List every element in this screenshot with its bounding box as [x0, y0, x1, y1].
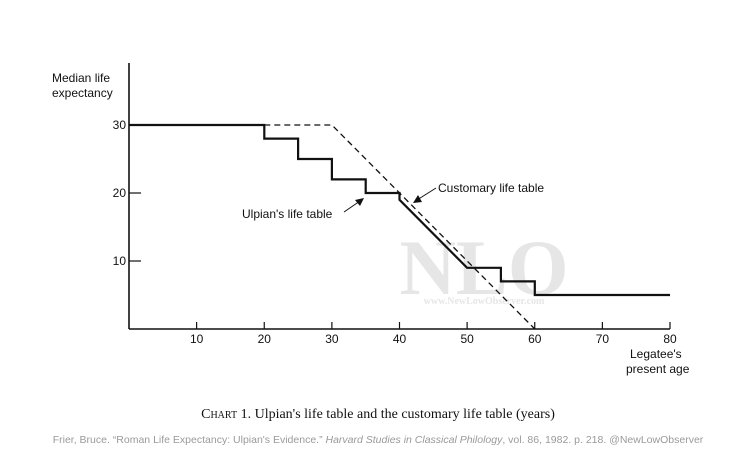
y-axis-title-line2: expectancy	[52, 86, 113, 100]
annotation-customary-arrow-shaft	[416, 187, 437, 201]
annotation-customary-label: Customary life table	[438, 181, 544, 195]
y-tick-label: 30	[113, 118, 127, 132]
citation-after: , vol. 86, 1982. p. 218. @NewLowObserver	[502, 434, 704, 446]
annotation-customary: Customary life table	[413, 181, 544, 203]
caption-text: Ulpian's life table and the customary li…	[254, 407, 555, 422]
x-tick-label: 30	[325, 332, 339, 346]
series-layer	[129, 123, 670, 330]
x-axis-ticks: 10 20 30 40 50 60 70 80	[190, 322, 677, 346]
caption-prefix: Chart	[201, 407, 238, 422]
source-citation: Frier, Bruce. “Roman Life Expectancy: Ul…	[0, 434, 756, 446]
x-tick-label: 40	[393, 332, 407, 346]
x-tick-label: 80	[663, 332, 677, 346]
caption-number: 1.	[240, 407, 252, 422]
watermark-url: www.NewLowObserver.com	[424, 296, 545, 307]
figure-caption: Chart 1. Ulpian's life table and the cus…	[0, 407, 756, 423]
annotation-ulpian-arrow-shaft	[343, 200, 361, 213]
citation-before: Frier, Bruce. “Roman Life Expectancy: Ul…	[52, 434, 326, 446]
x-tick-label: 10	[190, 332, 204, 346]
series-ulpian-line	[129, 123, 670, 297]
annotation-ulpian: Ulpian's life table	[242, 198, 364, 221]
y-axis-title-line1: Median life	[52, 71, 110, 85]
y-tick-label: 10	[113, 254, 127, 268]
citation-journal: Harvard Studies in Classical Philology	[325, 434, 503, 446]
annotation-ulpian-label: Ulpian's life table	[242, 207, 333, 221]
x-tick-label: 20	[258, 332, 272, 346]
y-axis-ticks: 10 20 30	[113, 118, 141, 268]
x-tick-label: 60	[528, 332, 542, 346]
x-tick-label: 70	[596, 332, 610, 346]
x-axis-title-line2: present age	[626, 362, 690, 376]
y-tick-label: 20	[113, 186, 127, 200]
x-tick-label: 50	[460, 332, 474, 346]
annotation-customary-arrowhead	[413, 195, 422, 203]
series-customary-line	[264, 124, 536, 330]
annotation-ulpian-arrowhead	[355, 198, 364, 206]
x-axis-title-line1: Legatee's	[630, 347, 682, 361]
